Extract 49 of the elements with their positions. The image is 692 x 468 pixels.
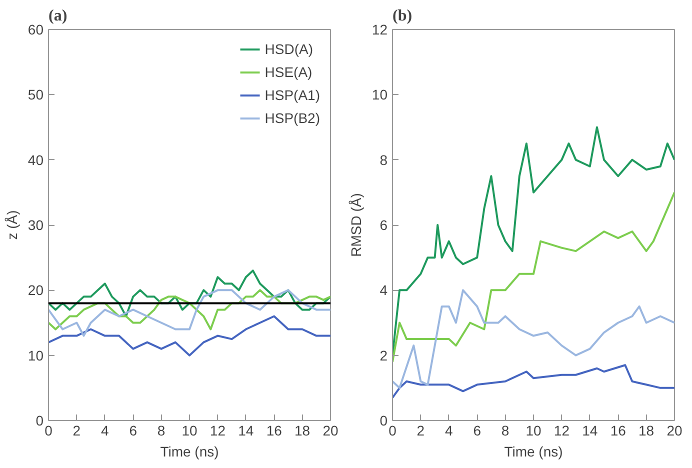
y-tick-label: 10: [28, 347, 44, 364]
x-tick-label: 4: [445, 422, 454, 438]
line-series: [48, 315, 330, 356]
y-tick-label: 4: [380, 282, 388, 298]
y-tick-label: 30: [28, 217, 44, 233]
y-axis-title: z (Å): [4, 210, 20, 240]
chart-title: (b): [392, 8, 412, 24]
x-tick-label: 8: [157, 422, 166, 438]
x-tick-label: 18: [638, 422, 654, 438]
line-series: [392, 364, 674, 399]
y-tick-label: 50: [28, 86, 44, 103]
y-tick-label: 10: [372, 86, 388, 103]
x-tick-label: 6: [129, 422, 138, 438]
x-tick-label: 10: [526, 422, 542, 438]
x-axis-title: Time (ns): [160, 444, 219, 460]
y-tick-label: 12: [372, 22, 388, 38]
y-tick-label: 20: [28, 282, 44, 298]
x-tick-label: 2: [416, 422, 425, 438]
x-tick-label: 20: [322, 422, 338, 438]
x-tick-label: 12: [210, 422, 226, 438]
y-tick-label: 0: [36, 412, 44, 428]
x-axis-title: Time (ns): [504, 444, 563, 460]
legend-label: HSD(A): [264, 41, 313, 57]
x-tick-label: 10: [182, 422, 198, 438]
x-tick-label: 2: [72, 422, 81, 438]
line-series: [392, 191, 674, 363]
y-tick-label: 2: [380, 347, 388, 364]
legend-label: HSP(A1): [264, 87, 320, 103]
x-tick-label: 8: [501, 422, 510, 438]
x-tick-label: 12: [554, 422, 570, 438]
y-axis-title: RMSD (Å): [348, 193, 364, 257]
x-tick-label: 14: [238, 422, 254, 438]
x-tick-label: 20: [666, 422, 682, 438]
line-series: [392, 289, 674, 389]
legend-label: HSE(A): [264, 64, 312, 80]
x-tick-label: 18: [294, 422, 310, 438]
x-tick-label: 6: [473, 422, 482, 438]
y-tick-label: 60: [28, 22, 44, 38]
x-tick-label: 16: [266, 422, 282, 438]
y-tick-label: 40: [28, 152, 44, 168]
x-tick-label: 16: [610, 422, 626, 438]
y-tick-label: 0: [380, 412, 388, 428]
chart-title: (a): [48, 8, 68, 24]
x-tick-label: 4: [101, 422, 110, 438]
y-tick-label: 6: [380, 217, 388, 233]
line-series: [48, 270, 330, 318]
x-tick-label: 14: [582, 422, 598, 438]
legend-label: HSP(B2): [264, 110, 320, 126]
y-tick-label: 8: [380, 152, 388, 168]
